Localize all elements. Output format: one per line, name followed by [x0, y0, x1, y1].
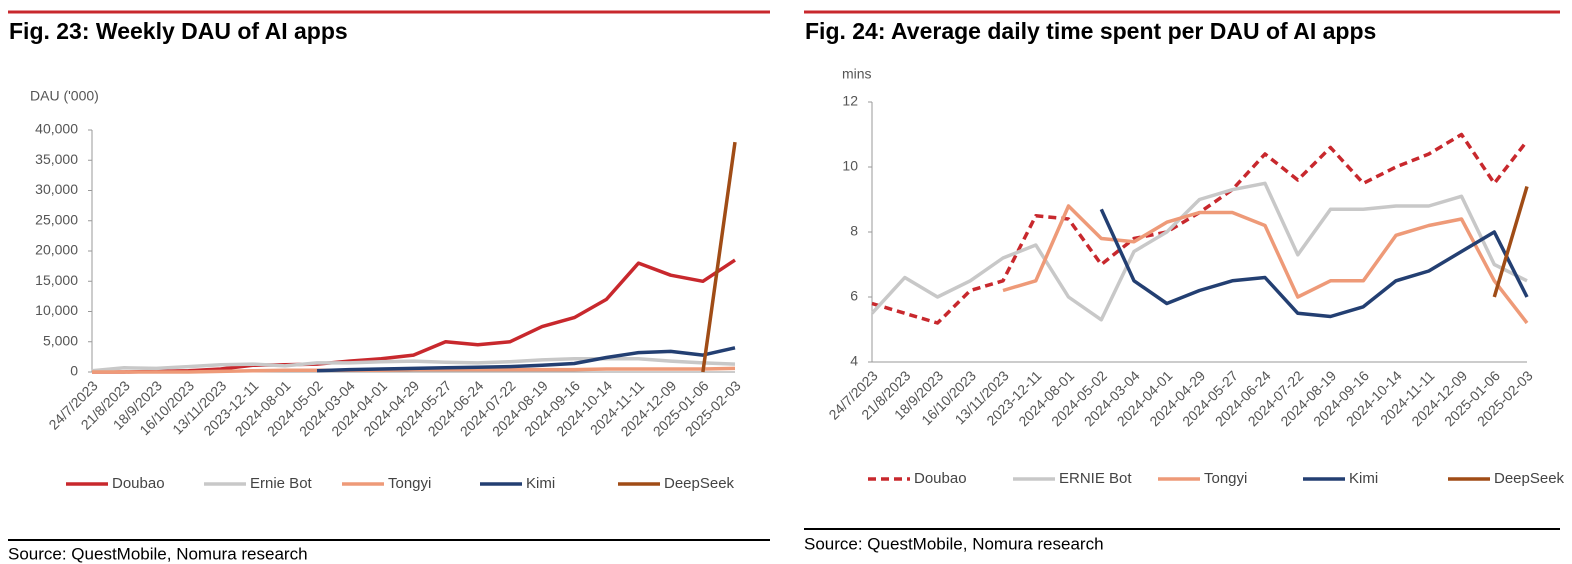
series-line	[1002, 204, 1529, 325]
y-tick-label: 12	[842, 93, 858, 109]
legend-label: ERNIE Bot	[1059, 470, 1132, 487]
series-line	[871, 132, 1529, 325]
legend-label: Kimi	[526, 475, 555, 492]
y-tick-label: 4	[850, 353, 858, 369]
y-tick-label: 10	[842, 158, 858, 174]
y-tick-label: 35,000	[35, 151, 78, 167]
series-line	[1492, 186, 1529, 298]
y-tick-label: 15,000	[35, 272, 78, 288]
y-axis-label: mins	[842, 66, 872, 82]
y-tick-label: 25,000	[35, 211, 78, 227]
series-line	[701, 141, 737, 373]
source: Source: QuestMobile, Nomura research	[8, 544, 308, 563]
legend-label: Kimi	[1349, 470, 1378, 487]
legend-label: Tongyi	[388, 475, 431, 492]
chart-title: Fig. 23: Weekly DAU of AI apps	[9, 18, 348, 44]
series-line	[1099, 208, 1529, 319]
series-line	[870, 181, 1528, 322]
y-axis-label: DAU ('000)	[30, 88, 99, 104]
y-tick-label: 6	[850, 288, 858, 304]
legend-label: Tongyi	[1204, 470, 1247, 487]
y-tick-label: 30,000	[35, 181, 78, 197]
legend-label: Ernie Bot	[250, 475, 313, 492]
y-tick-label: 20,000	[35, 242, 78, 258]
y-tick-label: 10,000	[35, 302, 78, 318]
legend-label: Doubao	[914, 470, 967, 487]
y-tick-label: 40,000	[35, 121, 78, 137]
y-tick-label: 5,000	[43, 332, 78, 348]
series-line	[91, 356, 736, 373]
y-tick-label: 0	[70, 363, 78, 379]
series-line	[92, 258, 736, 374]
legend-label: DeepSeek	[664, 475, 735, 492]
legend-label: DeepSeek	[1494, 470, 1565, 487]
legend-label: Doubao	[112, 475, 165, 492]
chart-title: Fig. 24: Average daily time spent per DA…	[805, 18, 1376, 44]
series-line	[316, 346, 736, 373]
y-tick-label: 8	[850, 223, 858, 239]
source: Source: QuestMobile, Nomura research	[804, 534, 1104, 553]
